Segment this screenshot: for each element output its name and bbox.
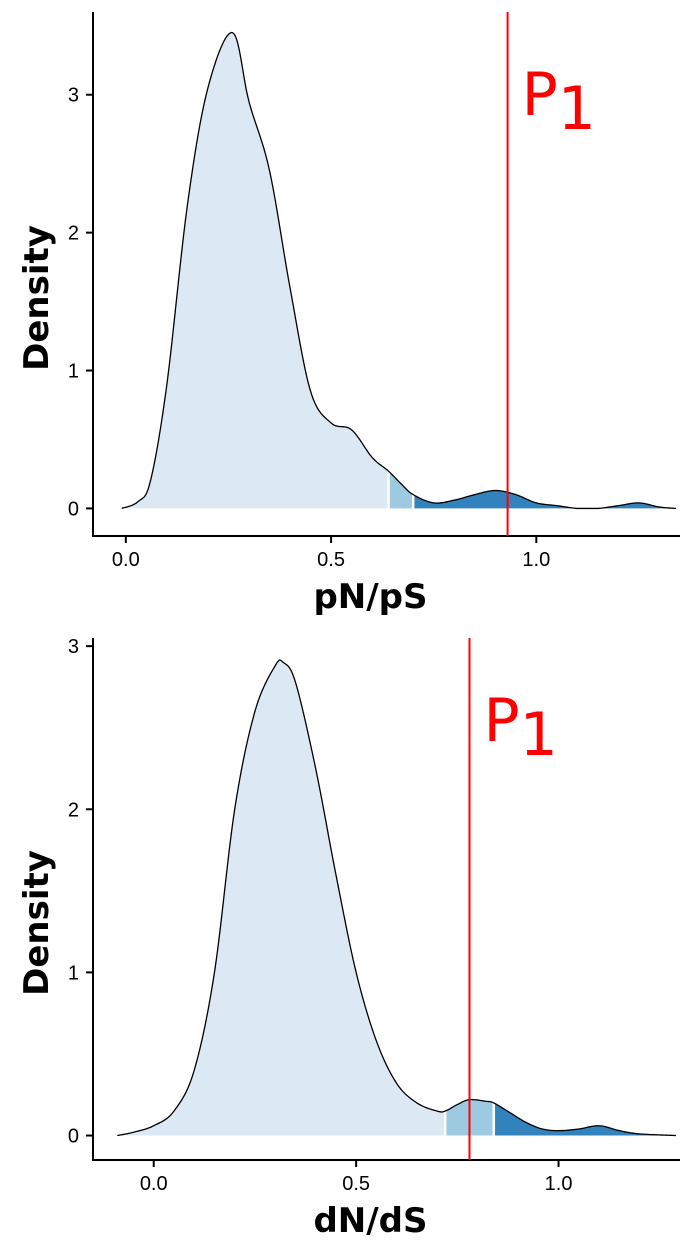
region-separator-group — [443, 1102, 496, 1136]
y-tick-label: 2 — [68, 223, 79, 245]
x-axis-ticks: 0.0 0.5 1.0 — [112, 536, 550, 571]
density-region-dark — [493, 1102, 676, 1136]
x-axis-title: dN/dS — [313, 1201, 427, 1241]
y-axis-title: Density — [17, 850, 57, 996]
y-axis-ticks: 0 1 2 3 — [68, 85, 93, 520]
density-region-mid — [388, 471, 414, 509]
y-tick-label: 0 — [68, 1126, 79, 1148]
y-tick-label: 1 — [68, 361, 79, 383]
x-axis-ticks: 0.0 0.5 1.0 — [140, 1160, 573, 1195]
density-curve — [117, 659, 676, 1137]
y-tick-label: 0 — [68, 498, 79, 520]
x-tick-label: 0.5 — [342, 1173, 370, 1195]
x-tick-label: 0.5 — [317, 549, 345, 571]
region-separator-group — [387, 471, 415, 509]
x-axis-title: pN/pS — [313, 577, 427, 617]
marker-label: P1 — [522, 60, 596, 144]
density-curve — [121, 31, 676, 510]
marker-label-main: P — [522, 60, 558, 130]
y-tick-label: 3 — [68, 85, 79, 107]
marker-label-main: P — [483, 686, 519, 756]
x-tick-label: 1.0 — [545, 1173, 573, 1195]
y-axis-title: Density — [17, 225, 57, 371]
y-tick-label: 1 — [68, 962, 79, 984]
x-tick-label: 0.0 — [112, 549, 140, 571]
density-area-group — [117, 660, 676, 1136]
y-tick-label: 3 — [68, 636, 79, 658]
marker-label-subscript: 1 — [558, 74, 596, 144]
marker-label: P1 — [483, 686, 557, 770]
y-tick-label: 2 — [68, 799, 79, 821]
density-area-group — [121, 32, 676, 509]
density-region-light — [121, 32, 389, 509]
x-tick-label: 0.0 — [140, 1173, 168, 1195]
marker-label-subscript: 1 — [520, 700, 558, 770]
x-tick-label: 1.0 — [522, 549, 550, 571]
density-region-light — [117, 660, 446, 1136]
y-axis-ticks: 0 1 2 3 — [68, 636, 93, 1148]
density-region-dark — [413, 490, 676, 509]
